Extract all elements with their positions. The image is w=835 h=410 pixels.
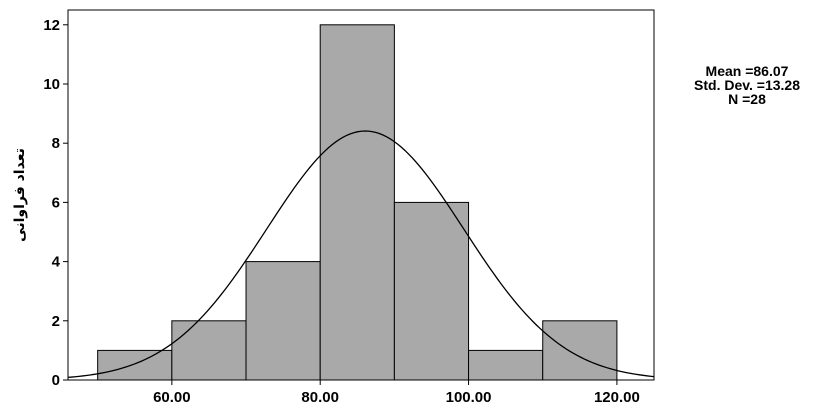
y-tick-label: 8 (52, 135, 60, 152)
histogram-bar-3 (245, 261, 321, 381)
x-tick-label: 100.00 (446, 389, 492, 406)
histogram-bar-5 (393, 201, 470, 381)
mean-label: Mean =86.07 (705, 63, 789, 79)
histogram-bar-7 (542, 320, 618, 381)
histogram-bar-2 (171, 320, 247, 381)
y-tick-label: 6 (52, 194, 60, 211)
x-tick-label: 60.00 (153, 389, 191, 406)
histogram-bar-6 (468, 349, 544, 381)
y-tick-label: 4 (52, 254, 61, 271)
std-dev-label: Std. Dev. =13.28 (694, 77, 800, 93)
y-tick-label: 0 (52, 372, 60, 389)
stats-box: Mean =86.07 Std. Dev. =13.28 N =28 (662, 64, 832, 106)
histogram-bar-1 (97, 349, 173, 381)
y-tick-label: 2 (52, 313, 60, 330)
n-label: N =28 (728, 91, 766, 107)
x-tick-label: 120.00 (594, 389, 640, 406)
normal-curve (67, 130, 655, 379)
y-tick-label: 10 (43, 76, 60, 93)
y-tick-label: 12 (43, 17, 60, 34)
y-axis-label: تعداد فراوانی (12, 148, 28, 242)
histogram-bar-4 (319, 24, 395, 381)
x-tick-label: 80.00 (301, 389, 339, 406)
